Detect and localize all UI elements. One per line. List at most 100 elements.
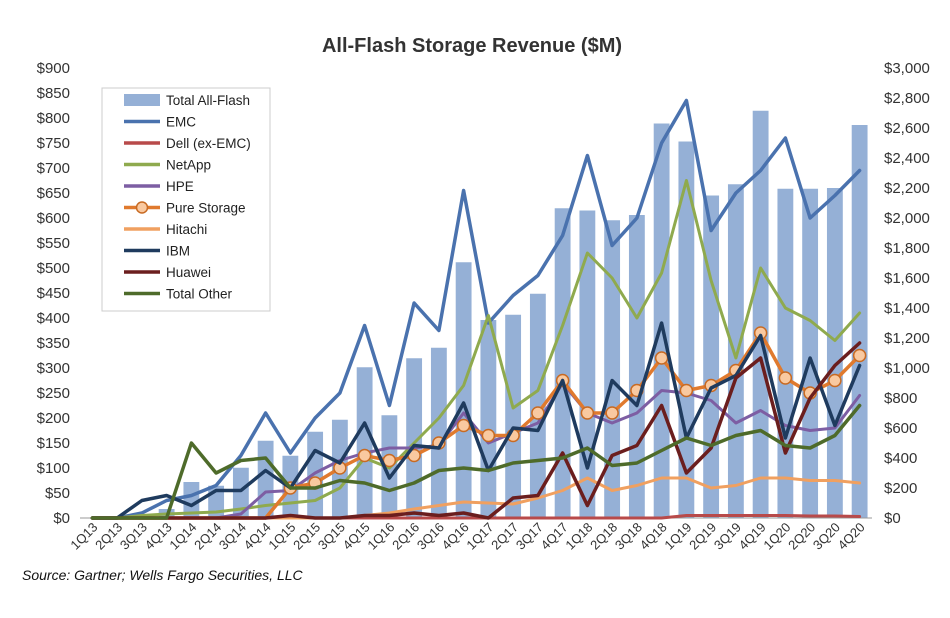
- y-right-tick-label: $400: [884, 450, 917, 467]
- bar-2q20: [802, 188, 819, 518]
- x-tick-label: 2Q17: [488, 520, 521, 553]
- y-right-tick-label: $3,000: [884, 60, 930, 77]
- chart-title: All-Flash Storage Revenue ($M): [322, 35, 622, 57]
- x-tick-label: 4Q18: [637, 520, 670, 553]
- line-huawei: [90, 341, 862, 520]
- y-left-tick-label: $650: [37, 185, 70, 202]
- x-tick-label: 1Q19: [661, 520, 694, 553]
- y-right-tick-label: $1,800: [884, 240, 930, 257]
- bar-2q17: [505, 314, 522, 518]
- x-tick-label: 2Q14: [191, 520, 224, 553]
- x-tick-label: 3Q15: [315, 520, 348, 553]
- y-left-tick-label: $150: [37, 435, 70, 452]
- bar-series-total-all-flash: [158, 110, 868, 518]
- x-tick-label: 3Q16: [414, 520, 447, 553]
- y-right-tick-label: $2,200: [884, 180, 930, 197]
- marker-pure-storage-4q18: [654, 351, 669, 365]
- legend-label-hitachi: Hitachi: [166, 222, 207, 237]
- x-tick-label: 1Q13: [67, 520, 100, 553]
- bar-2q15: [307, 431, 324, 518]
- x-tick-label: 1Q16: [364, 520, 397, 553]
- legend-label-total-all-flash: Total All-Flash: [166, 93, 250, 108]
- x-tick-label: 2Q19: [686, 520, 719, 553]
- y-left-tick-label: $550: [37, 235, 70, 252]
- x-tick-label: 1Q14: [166, 520, 199, 553]
- legend-label-huawei: Huawei: [166, 265, 211, 280]
- bar-1q18: [579, 210, 596, 518]
- y-right-tick-label: $2,000: [884, 210, 930, 227]
- legend-label-emc: EMC: [166, 115, 196, 130]
- legend-swatch-total-all-flash: [124, 94, 160, 106]
- y-left-tick-label: $750: [37, 135, 70, 152]
- y-left-tick-label: $500: [37, 260, 70, 277]
- bar-1q14: [183, 482, 200, 518]
- legend-label-ibm: IBM: [166, 244, 190, 259]
- bar-2q16: [406, 358, 423, 518]
- y-right-tick-label: $600: [884, 420, 917, 437]
- y-left-tick-label: $100: [37, 460, 70, 477]
- y-left-tick-label: $250: [37, 385, 70, 402]
- y-left-tick-label: $700: [37, 160, 70, 177]
- bar-4q18: [653, 123, 670, 518]
- line-ibm: [90, 321, 862, 520]
- line-netapp: [90, 179, 862, 520]
- marker-pure-storage-3q17: [531, 406, 545, 420]
- legend: Total All-Flash EMC Dell (ex-EMC) NetApp HPE…: [101, 87, 271, 312]
- y-left-tick-label: $50: [45, 485, 70, 502]
- y-right-tick-label: $2,600: [884, 120, 930, 137]
- y-left-tick-label: $400: [37, 310, 70, 327]
- legend-label-netapp: NetApp: [166, 158, 211, 173]
- y-left-tick-label: $600: [37, 210, 70, 227]
- line-total-other: [90, 403, 862, 520]
- marker-pure-storage-4q16: [456, 418, 471, 433]
- y-left-tick-label: $0: [53, 510, 70, 527]
- bar-3q18: [628, 215, 645, 518]
- bar-4q15: [356, 367, 373, 518]
- x-tick-label: 2Q13: [92, 520, 125, 553]
- legend-box: [101, 87, 271, 312]
- x-tick-label: 3Q13: [117, 520, 150, 553]
- y-left-tick-label: $200: [37, 410, 70, 427]
- y-right-tick-label: $200: [884, 480, 917, 497]
- bar-4q16: [455, 262, 472, 518]
- y-right-tick-label: $2,800: [884, 90, 930, 107]
- y-left-tick-label: $300: [37, 360, 70, 377]
- bar-4q17: [554, 208, 571, 518]
- x-tick-label: 2Q16: [389, 520, 422, 553]
- legend-marker-pure-storage: [135, 201, 149, 214]
- x-tick-label: 3Q20: [810, 520, 843, 553]
- legend-label-total-other: Total Other: [166, 287, 233, 302]
- x-tick-label: 2Q15: [290, 520, 323, 553]
- x-tick-label: 4Q14: [241, 520, 274, 553]
- x-tick-label: 1Q17: [463, 520, 496, 553]
- x-tick-label: 3Q19: [711, 520, 744, 553]
- bar-3q19: [727, 184, 744, 518]
- marker-pure-storage-1q20: [778, 371, 793, 385]
- bar-1q17: [480, 320, 497, 518]
- x-tick-label: 4Q20: [835, 520, 868, 553]
- y-right-tick-label: $2,400: [884, 150, 930, 167]
- bar-1q20: [777, 188, 794, 518]
- legend-label-pure-storage: Pure Storage: [166, 201, 246, 216]
- bar-3q16: [430, 347, 447, 518]
- x-tick-label: 4Q13: [142, 520, 175, 553]
- marker-pure-storage-1q19: [679, 383, 694, 398]
- bar-4q19: [752, 110, 769, 518]
- x-tick-label: 2Q18: [587, 520, 620, 553]
- legend-label-dell-ex-emc: Dell (ex-EMC): [166, 136, 251, 151]
- x-tick-label: 4Q15: [340, 520, 373, 553]
- marker-pure-storage-1q18: [580, 406, 595, 420]
- x-tick-label: 1Q15: [265, 520, 298, 553]
- bar-4q20: [851, 125, 868, 518]
- y-right-tick-label: $1,000: [884, 360, 930, 377]
- legend-label-hpe: HPE: [166, 179, 194, 194]
- marker-pure-storage-4q15: [357, 448, 372, 463]
- y-right-tick-label: $0: [884, 510, 901, 527]
- x-tick-label: 3Q18: [612, 520, 645, 553]
- y-left-tick-label: $900: [37, 60, 70, 77]
- source-note: Source: Gartner; Wells Fargo Securities,…: [22, 567, 303, 583]
- x-tick-label: 1Q20: [760, 520, 793, 553]
- bar-3q14: [232, 467, 249, 518]
- x-tick-label: 3Q14: [216, 520, 249, 553]
